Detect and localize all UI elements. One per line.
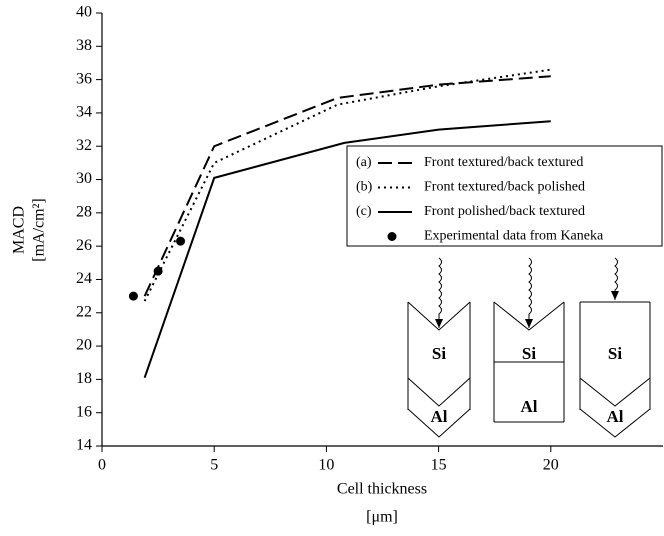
cell-top — [493, 301, 565, 331]
y-tick-label: 38 — [76, 37, 92, 54]
data-point — [128, 291, 138, 301]
x-tick-label: 15 — [431, 457, 447, 474]
cell-bottom — [579, 408, 651, 438]
cell-top — [407, 301, 471, 331]
legend-label: Front textured/back textured — [424, 155, 583, 170]
y-tick-label: 40 — [76, 4, 92, 21]
y-tick-label: 36 — [76, 70, 92, 87]
cell-bottom-label: Al — [607, 407, 624, 426]
cell-top-label: Si — [608, 344, 622, 363]
y-tick-label: 16 — [76, 403, 92, 420]
y-tick-label: 22 — [76, 303, 92, 320]
legend-letter: (b) — [356, 180, 373, 195]
cell-top-label: Si — [522, 344, 536, 363]
legend-letter: (a) — [356, 155, 372, 170]
legend-label: Front textured/back polished — [424, 180, 585, 195]
legend-symbol — [387, 232, 397, 241]
incident-light — [528, 257, 532, 328]
series-line — [143, 75, 551, 297]
arrow-head — [525, 319, 533, 328]
y-axis-label: MACD — [11, 206, 28, 254]
cell-outline — [407, 302, 471, 410]
cell-outline — [579, 302, 651, 410]
cell-interface — [579, 377, 651, 407]
series-line — [143, 120, 551, 379]
arrow-head — [611, 291, 619, 300]
y-tick-label: 14 — [76, 437, 92, 454]
cell-bottom — [407, 408, 471, 438]
legend-letter: (c) — [356, 204, 372, 219]
y-tick-label: 18 — [76, 370, 92, 387]
y-axis-label: [mA/cm²] — [31, 198, 48, 261]
data-point — [176, 236, 186, 246]
y-tick-label: 28 — [76, 204, 92, 221]
y-tick-label: 34 — [76, 104, 92, 121]
x-tick-label: 20 — [543, 457, 559, 474]
x-tick-label: 0 — [98, 457, 106, 474]
y-tick-label: 30 — [76, 170, 92, 187]
cell-bottom-label: Al — [521, 397, 538, 416]
cell-top-label: Si — [432, 344, 446, 363]
y-tick-label: 26 — [76, 237, 92, 254]
y-tick-label: 20 — [76, 337, 92, 354]
incident-light — [614, 257, 618, 300]
cell-interface — [407, 377, 471, 407]
y-tick-label: 24 — [76, 270, 92, 287]
x-tick-label: 10 — [318, 457, 334, 474]
legend-label: Front polished/back textured — [424, 204, 585, 219]
y-tick-label: 32 — [76, 137, 92, 154]
x-axis-label: Cell thickness — [337, 481, 427, 498]
incident-light — [438, 257, 442, 328]
arrow-head — [435, 319, 443, 328]
cell-bottom-label: Al — [431, 407, 448, 426]
data-point — [153, 266, 163, 276]
series-line — [143, 68, 551, 302]
legend-label: Experimental data from Kaneka — [424, 229, 604, 244]
x-axis-label: [μm] — [366, 509, 398, 526]
x-tick-label: 5 — [210, 457, 218, 474]
